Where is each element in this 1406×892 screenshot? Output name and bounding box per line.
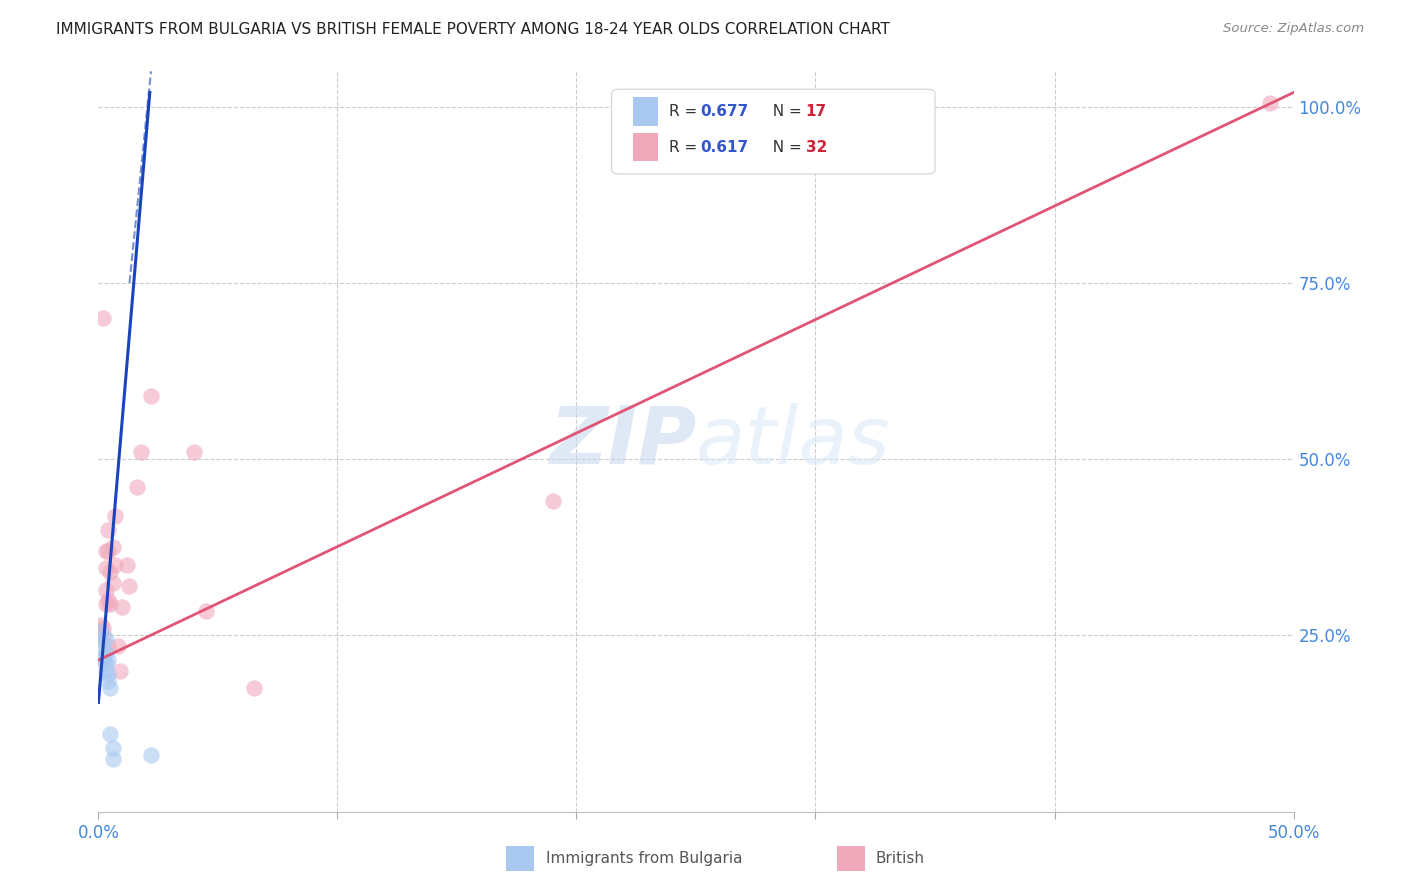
Point xyxy=(91,628,114,642)
Point xyxy=(98,565,122,579)
Point xyxy=(90,624,112,639)
Point xyxy=(94,561,117,575)
Text: 32: 32 xyxy=(806,140,827,154)
Point xyxy=(183,445,205,459)
Point xyxy=(97,593,120,607)
Point xyxy=(115,558,138,572)
Point xyxy=(90,632,112,646)
Text: 0.677: 0.677 xyxy=(700,104,748,119)
Point xyxy=(195,604,218,618)
Point xyxy=(97,667,120,681)
Point xyxy=(104,508,127,523)
Text: ZIP: ZIP xyxy=(548,402,696,481)
Point xyxy=(90,624,112,639)
Text: N =: N = xyxy=(763,140,807,154)
Point xyxy=(243,681,266,696)
Point xyxy=(101,741,124,756)
Point xyxy=(94,657,117,671)
Point xyxy=(107,639,129,653)
Point xyxy=(98,597,122,611)
Text: R =: R = xyxy=(669,104,703,119)
Point xyxy=(125,480,148,494)
Point xyxy=(118,579,141,593)
Point xyxy=(91,649,114,664)
Point xyxy=(91,653,114,667)
Point xyxy=(98,681,122,696)
Point xyxy=(104,558,127,572)
Point xyxy=(91,639,114,653)
Point xyxy=(91,311,114,326)
Point xyxy=(97,544,120,558)
Text: N =: N = xyxy=(763,104,807,119)
Text: R =: R = xyxy=(669,140,703,154)
Point xyxy=(1258,96,1281,111)
Point xyxy=(97,523,120,537)
Text: IMMIGRANTS FROM BULGARIA VS BRITISH FEMALE POVERTY AMONG 18-24 YEAR OLDS CORRELA: IMMIGRANTS FROM BULGARIA VS BRITISH FEMA… xyxy=(56,22,890,37)
Point xyxy=(97,639,120,653)
Text: Source: ZipAtlas.com: Source: ZipAtlas.com xyxy=(1223,22,1364,36)
Point xyxy=(94,544,117,558)
Point xyxy=(131,445,153,459)
Text: 0.617: 0.617 xyxy=(700,140,748,154)
Point xyxy=(101,541,124,555)
Point xyxy=(111,600,134,615)
Point xyxy=(94,582,117,597)
Point xyxy=(101,575,124,590)
Point xyxy=(91,621,114,635)
Text: atlas: atlas xyxy=(696,402,891,481)
Point xyxy=(98,727,122,741)
Point xyxy=(101,752,124,766)
Point xyxy=(97,653,120,667)
Text: Immigrants from Bulgaria: Immigrants from Bulgaria xyxy=(546,851,742,865)
Text: 17: 17 xyxy=(806,104,827,119)
Point xyxy=(94,664,117,678)
Point xyxy=(139,389,162,403)
Point xyxy=(94,632,117,646)
Point xyxy=(94,597,117,611)
Point xyxy=(94,646,117,660)
Point xyxy=(108,664,131,678)
Point xyxy=(541,494,564,508)
Text: British: British xyxy=(876,851,925,865)
Point xyxy=(90,618,112,632)
Point xyxy=(97,674,120,689)
Point xyxy=(139,748,162,763)
